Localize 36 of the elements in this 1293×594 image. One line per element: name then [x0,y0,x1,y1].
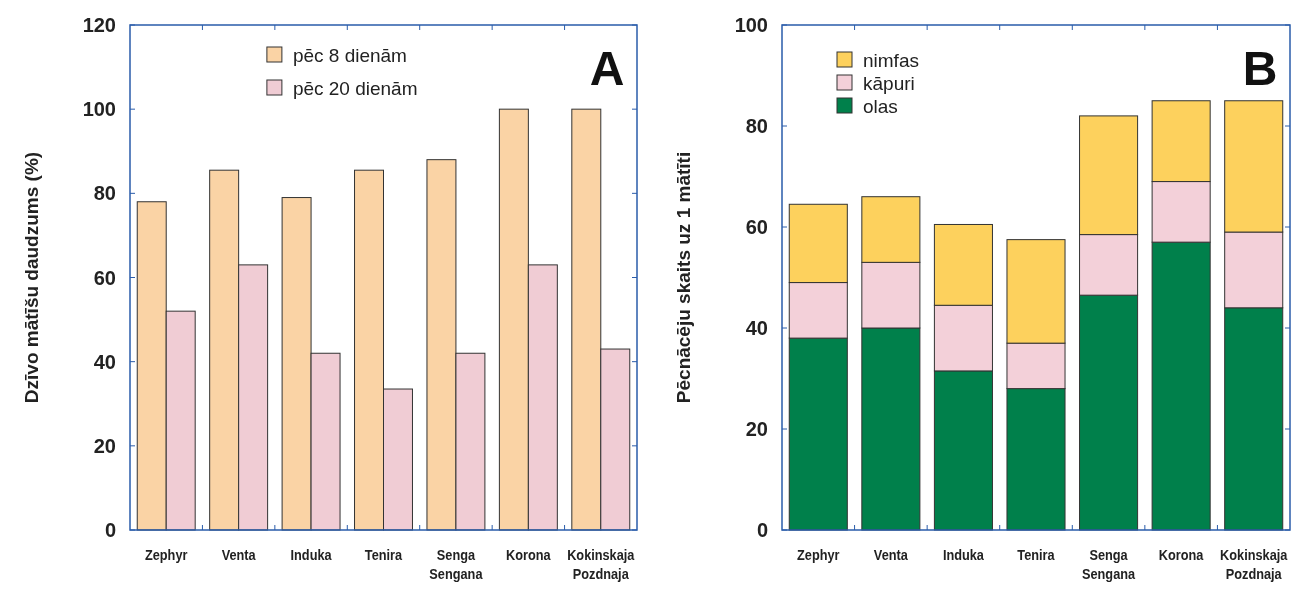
x-tick-label: Venta [221,545,256,564]
annotation: A [589,42,625,95]
legend-label: pēc 20 dienām [292,77,418,99]
y-tick-label: 100 [734,14,768,36]
x-tick-label: Induka [942,545,985,564]
x-tick-label: Tenira [1017,545,1055,564]
y-tick-label: 0 [756,519,768,541]
y-tick-label: 60 [93,266,116,289]
y-tick-label: 80 [745,115,768,137]
x-tick-label: Korona [1158,545,1204,564]
x-tick-label: Zephyr [797,545,841,564]
x-tick-label: Venta [873,545,909,564]
y-axis-title: Pēcnācēju skaits uz 1 mātīti [673,151,694,404]
y-tick-label: 120 [82,14,116,36]
legend-label: nimfas [863,49,919,71]
y-tick-label: 40 [745,317,768,339]
legend-label: olas [863,95,898,117]
y-tick-label: 60 [745,216,768,238]
y-tick-label: 20 [745,418,768,440]
x-tick-label: Induka [290,545,332,564]
y-tick-label: 80 [93,182,116,205]
y-tick-label: 100 [82,98,116,121]
x-tick-label: Tenira [364,545,403,564]
x-tick-label: Zephyr [144,545,188,564]
x-tick-label: Kokinskaja Pozdnaja [1220,545,1288,583]
y-axis-title: Dzīvo mātīšu daudzums (%) [21,151,42,404]
annotation: B [1242,42,1278,95]
legend-label: kāpuri [863,72,915,94]
y-tick-label: 20 [93,434,116,457]
x-tick-label: Kokinskaja Pozdnaja [567,545,635,583]
legend-label: pēc 8 dienām [292,44,407,66]
x-tick-label: Senga Sengana [1082,545,1136,583]
y-tick-label: 0 [104,519,116,541]
x-tick-label: Senga Sengana [429,545,483,583]
x-tick-label: Korona [506,545,551,564]
y-tick-label: 40 [93,350,116,373]
